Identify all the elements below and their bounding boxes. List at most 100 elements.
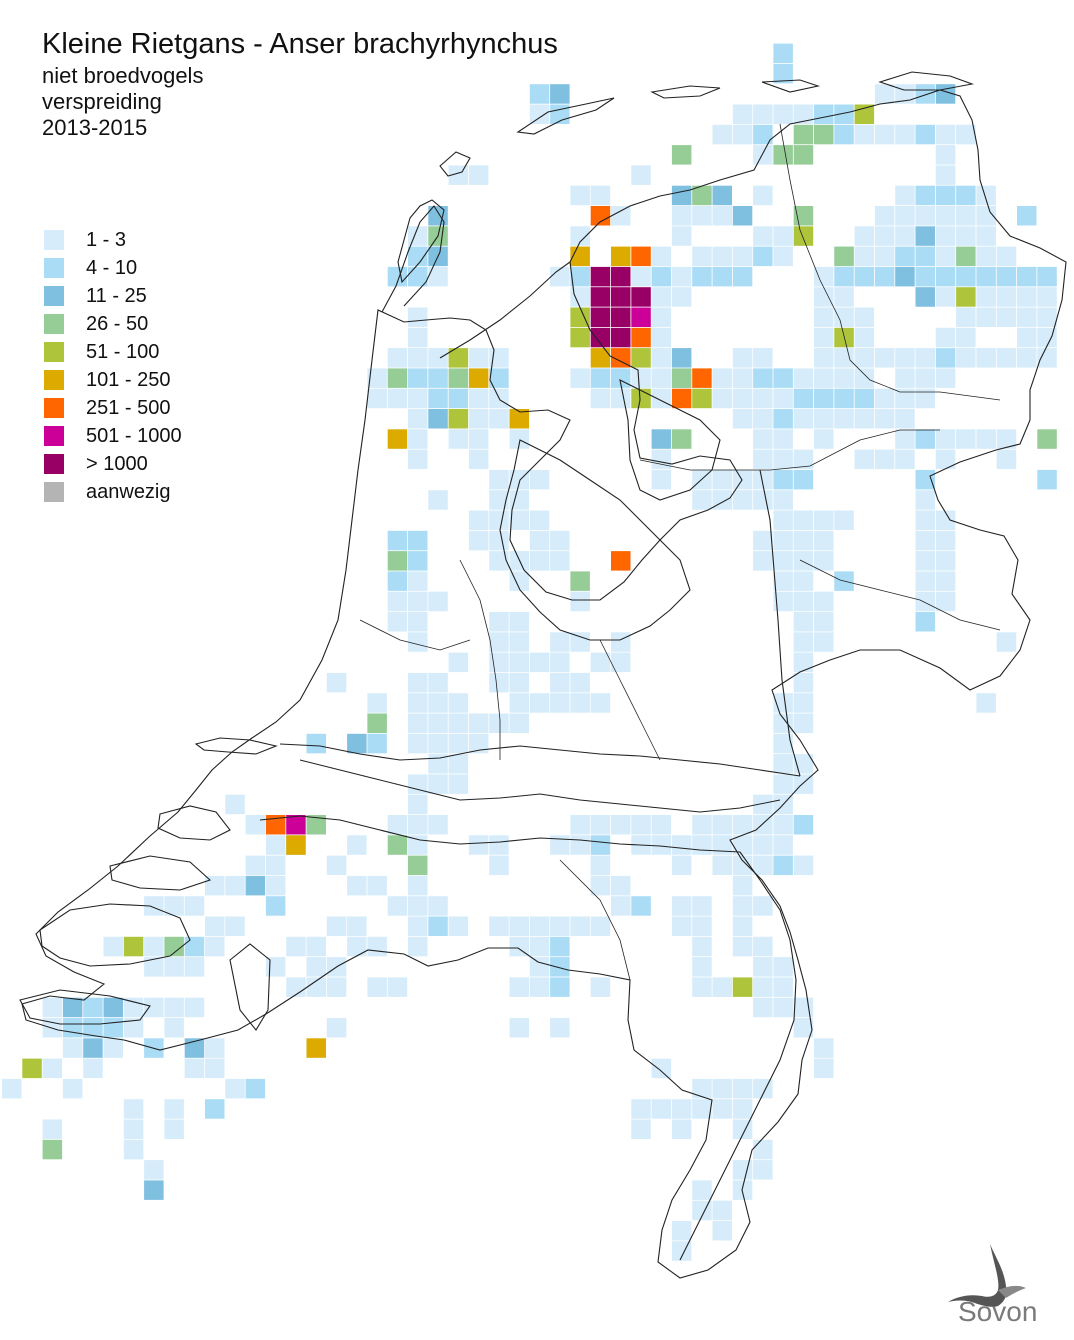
grid-cell [753, 145, 773, 165]
grid-cell [692, 368, 712, 388]
grid-cell [387, 835, 408, 855]
grid-cell [874, 84, 895, 104]
grid-cell [915, 612, 935, 632]
legend-swatch [44, 286, 64, 306]
grid-cell [773, 368, 793, 388]
grid-cell [550, 672, 570, 693]
grid-cell [367, 713, 387, 733]
grid-cell [773, 226, 793, 246]
grid-cell [468, 388, 489, 409]
grid-cell [489, 368, 509, 388]
grid-cell [428, 591, 448, 612]
grid-cell [732, 409, 753, 429]
sovon-logo-text: Sovon [958, 1296, 1038, 1327]
subtitle-line-1: niet broedvogels [42, 63, 204, 88]
grid-cell [773, 997, 793, 1018]
grid-cell [529, 530, 550, 551]
grid-cell [732, 104, 753, 124]
grid-cell [956, 348, 976, 368]
grid-cell [367, 875, 387, 896]
grid-cell [42, 997, 63, 1018]
grid-cell [651, 287, 672, 307]
grid-cell [712, 1221, 732, 1241]
grid-cell [814, 388, 834, 409]
grid-cell [935, 368, 956, 388]
grid-cell [62, 997, 83, 1018]
grid-cell [286, 835, 306, 855]
grid-cell [712, 206, 732, 226]
grid-cell [692, 1180, 712, 1200]
grid-cell [529, 510, 550, 530]
grid-cell [408, 266, 428, 287]
grid-cell [489, 672, 509, 693]
grid-cell [1017, 307, 1037, 327]
grid-cell [773, 63, 793, 84]
grid-cell [996, 348, 1017, 368]
grid-cell [367, 693, 387, 713]
grid-cell [854, 226, 875, 246]
grid-cell [996, 429, 1017, 449]
grid-cell [651, 469, 672, 490]
grid-cell [956, 327, 976, 348]
grid-cell [489, 612, 509, 632]
grid-cell [529, 469, 550, 490]
grid-cell [509, 977, 529, 997]
grid-cell [935, 226, 956, 246]
grid-cell [529, 693, 550, 713]
grid-cell [448, 774, 469, 794]
grid-cell [814, 510, 834, 530]
grid-cell [712, 246, 732, 267]
grid-cell [651, 246, 672, 267]
grid-cell [408, 226, 428, 246]
grid-cell [793, 754, 814, 774]
grid-cell [448, 693, 469, 713]
grid-cell [326, 855, 347, 876]
legend-label: 101 - 250 [86, 368, 171, 391]
grid-cell [732, 1078, 753, 1099]
legend-item: 1 - 3 [44, 226, 182, 254]
grid-cell [671, 1221, 692, 1241]
grid-cell [408, 530, 428, 551]
grid-cell [692, 1078, 712, 1099]
grid-cell [854, 348, 875, 368]
grid-cell [773, 977, 793, 997]
grid-cell [205, 1058, 225, 1079]
grid-cell [550, 916, 570, 936]
grid-cell [834, 368, 854, 388]
grid-cell [834, 287, 854, 307]
legend-item: 4 - 10 [44, 254, 182, 282]
legend-label: 26 - 50 [86, 312, 149, 335]
grid-cell [408, 774, 428, 794]
grid-cell [773, 409, 793, 429]
grid-cell [448, 652, 469, 673]
grid-cell [753, 226, 773, 246]
grid-cell [225, 916, 245, 936]
grid-cell [692, 977, 712, 997]
grid-cell [671, 145, 692, 165]
grid-cell [428, 733, 448, 754]
grid-cell [793, 206, 814, 226]
grid-cell [793, 226, 814, 246]
grid-cell [408, 936, 428, 957]
grid-cell [509, 652, 529, 673]
grid-cell [671, 226, 692, 246]
grid-cell [814, 104, 834, 124]
grid-cell [793, 1018, 814, 1038]
grid-cell [489, 469, 509, 490]
grid-cell [793, 124, 814, 145]
subtitle-line-2: verspreiding [42, 89, 162, 114]
grid-cell [915, 246, 935, 267]
grid-cell [915, 84, 935, 104]
grid-cell [42, 1119, 63, 1139]
grid-cell [326, 916, 347, 936]
legend-label: 51 - 100 [86, 340, 160, 363]
grid-cell [367, 936, 387, 957]
grid-cell [793, 672, 814, 693]
grid-cell [306, 977, 326, 997]
grid-cell [1017, 206, 1037, 226]
grid-cell [976, 287, 996, 307]
grid-cell [671, 1119, 692, 1139]
grid-cell [428, 713, 448, 733]
grid-cell [164, 997, 184, 1018]
legend-item: 101 - 250 [44, 366, 182, 394]
